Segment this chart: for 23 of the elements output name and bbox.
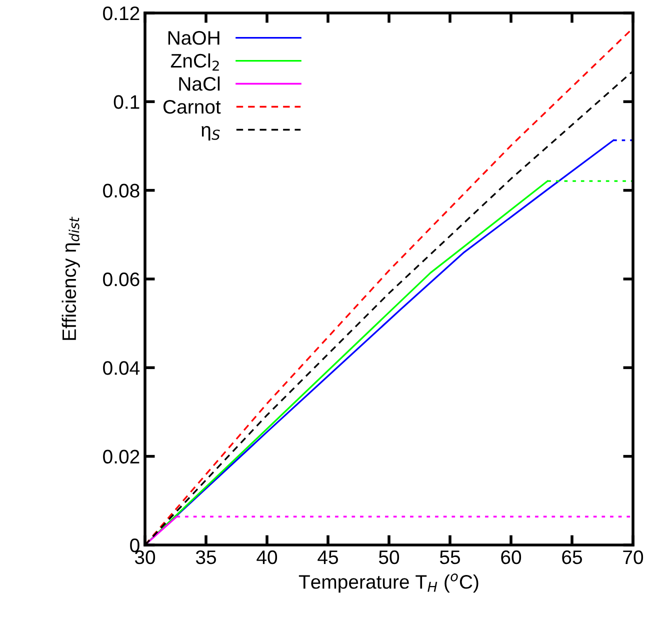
x-tick-label: 45	[318, 550, 338, 564]
legend-label: η$_{S}$	[202, 126, 220, 141]
y-tick-label: 0.08	[103, 184, 140, 198]
x-tick-label: 55	[440, 550, 460, 564]
x-tick-label: 60	[501, 550, 522, 564]
legend-label: ZnCl$_{2}$	[170, 53, 219, 71]
y-tick-label: 0.04	[103, 361, 140, 375]
y-tick-label: 0	[130, 538, 140, 552]
x-tick-label: 40	[256, 550, 278, 564]
x-tick-label: 65	[562, 550, 582, 564]
y-tick-label: 0.12	[103, 6, 140, 20]
y-tick-label: 0.1	[114, 95, 140, 109]
x-tick-label: 70	[623, 550, 644, 564]
x-axis-title: Temperature T$_{H}$ ($^{o}$C)	[298, 574, 478, 593]
x-tick-label: 50	[378, 550, 400, 564]
legend-label: Carnot	[163, 100, 221, 114]
legend-label: NaOH	[168, 31, 220, 45]
x-tick-label: 35	[196, 550, 216, 564]
y-axis-title: Efficiency η$_{dist}$	[62, 216, 80, 340]
legend-label: NaCl	[179, 76, 220, 91]
x-tick-label: 30	[134, 550, 156, 564]
y-tick-label: 0.06	[103, 272, 140, 286]
y-tick-label: 0.02	[103, 450, 140, 464]
